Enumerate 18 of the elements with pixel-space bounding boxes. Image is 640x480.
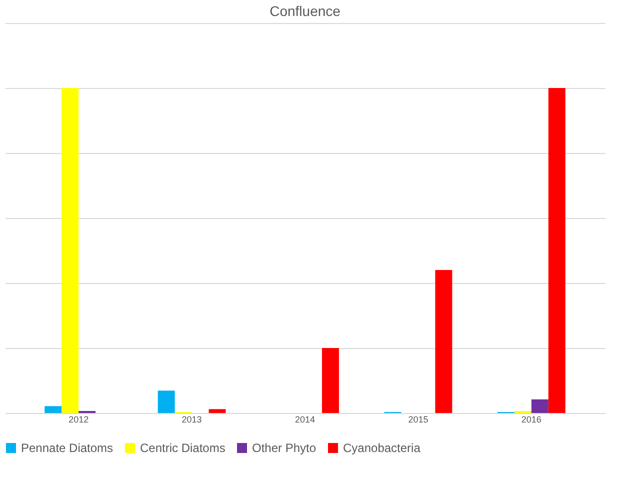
x-tick-label: 2012 bbox=[68, 414, 89, 424]
bar bbox=[531, 399, 548, 413]
x-tick-label: 2015 bbox=[408, 414, 428, 424]
x-tick-label: 2013 bbox=[182, 414, 202, 424]
x-tick-label: 2016 bbox=[521, 414, 542, 424]
legend-label: Pennate Diatoms bbox=[21, 441, 114, 455]
legend-label: Cyanobacteria bbox=[343, 441, 421, 455]
chart-title: Confluence bbox=[270, 3, 341, 19]
x-tick-label: 2014 bbox=[294, 414, 316, 424]
legend-label: Other Phyto bbox=[252, 441, 316, 455]
bar bbox=[158, 390, 175, 413]
bar bbox=[435, 270, 452, 413]
bar bbox=[208, 409, 226, 413]
legend-label: Centric Diatoms bbox=[140, 441, 226, 455]
bar bbox=[322, 348, 339, 413]
bar bbox=[44, 406, 62, 413]
bar bbox=[62, 88, 79, 413]
bar bbox=[548, 88, 566, 413]
